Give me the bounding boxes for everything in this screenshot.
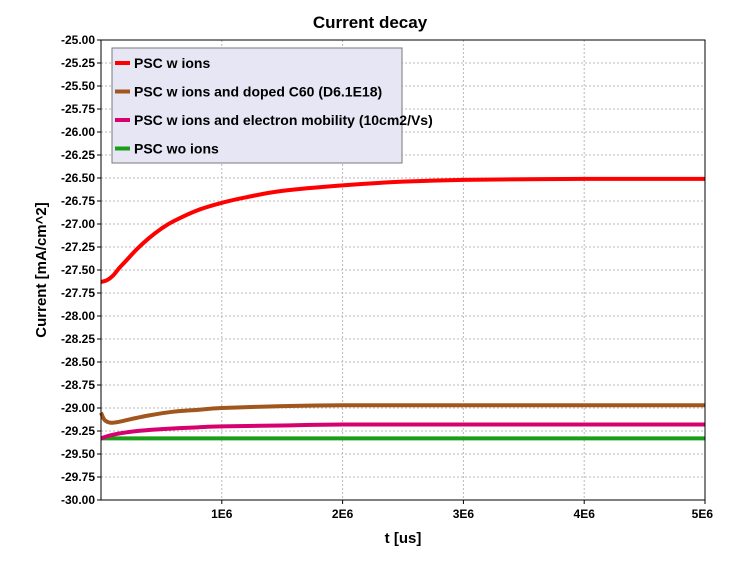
- x-tick-label: 3E6: [453, 507, 475, 521]
- y-tick-label: -29.50: [61, 447, 95, 461]
- y-tick-label: -27.50: [61, 263, 95, 277]
- legend: PSC w ions PSC w ions and doped C60 (D6.1…: [111, 47, 433, 164]
- y-tick-label: -27.00: [61, 217, 95, 231]
- y-tick-label: -30.00: [61, 493, 95, 507]
- y-tick-label: -25.25: [61, 56, 95, 70]
- y-tick-label: -26.50: [61, 171, 95, 185]
- x-tick-label: 1E6: [211, 507, 233, 521]
- y-tick-label: -26.00: [61, 125, 95, 139]
- y-tick-label: -29.75: [61, 470, 95, 484]
- series-lines: [99, 176, 706, 441]
- series-line-3: [100, 422, 705, 441]
- x-tick-label: 2E6: [332, 507, 354, 521]
- legend-label: PSC wo ions: [134, 141, 219, 157]
- x-axis-label: t [us]: [385, 530, 422, 547]
- legend-label: PSC w ions and electron mobility (10cm2/…: [134, 112, 433, 128]
- y-tick-label: -27.25: [61, 240, 95, 254]
- x-tick-label: 5E6: [692, 507, 714, 521]
- series-line-2: [99, 403, 705, 425]
- y-tick-label: -28.50: [61, 355, 95, 369]
- y-tick-label: -28.00: [61, 309, 95, 323]
- chart-title: Current decay: [313, 13, 428, 32]
- x-tick-label: 4E6: [574, 507, 596, 521]
- y-tick-label: -29.00: [61, 401, 95, 415]
- y-tick-label: -29.25: [61, 424, 95, 438]
- legend-box: [111, 47, 403, 164]
- y-tick-label: -28.25: [61, 332, 95, 346]
- y-tick-label: -28.75: [61, 378, 95, 392]
- y-tick-label: -25.50: [61, 79, 95, 93]
- y-tick-label: -26.75: [61, 194, 95, 208]
- y-axis-ticks: -25.00 -25.25 -25.50 -25.75 -26.00 -26.25 -26.…: [61, 33, 101, 507]
- y-axis-label: Current [mA/cm^2]: [33, 202, 50, 337]
- y-tick-label: -25.00: [61, 33, 95, 47]
- series-line-1: [100, 176, 706, 284]
- y-tick-label: -27.75: [61, 286, 95, 300]
- y-tick-label: -25.75: [61, 102, 95, 116]
- x-axis-ticks: 1E6 2E6 3E6 4E6 5E6: [211, 500, 713, 521]
- legend-label: PSC w ions: [134, 55, 210, 71]
- y-tick-label: -26.25: [61, 148, 95, 162]
- legend-label: PSC w ions and doped C60 (D6.1E18): [134, 84, 382, 100]
